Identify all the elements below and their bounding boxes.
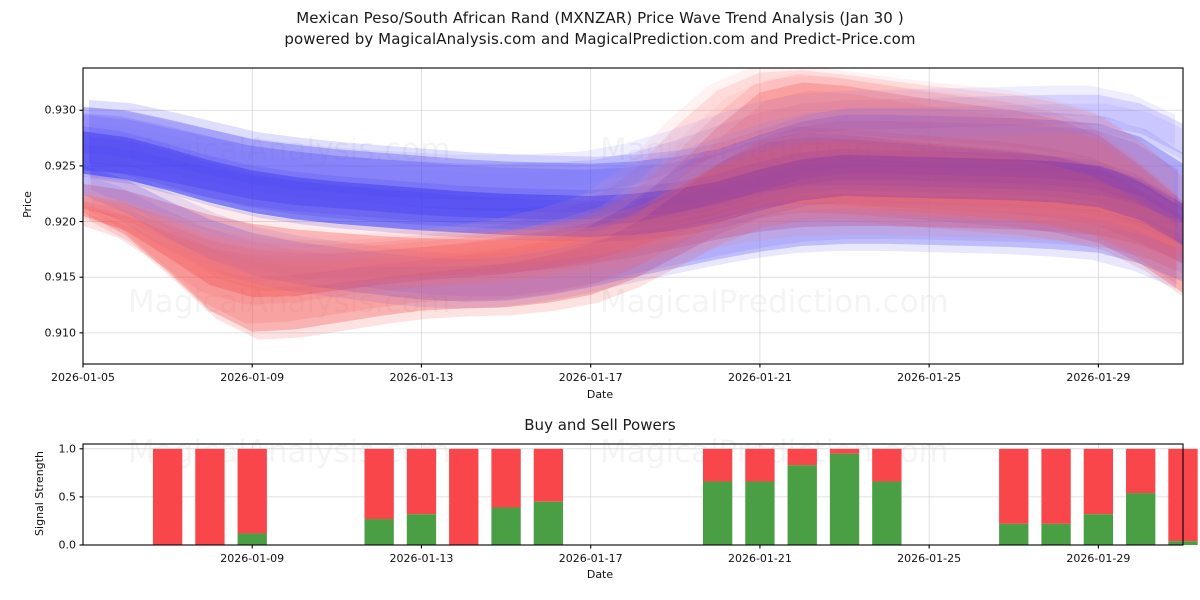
bar-buy-power[interactable] [1083,514,1114,545]
bar-sell-power[interactable] [787,448,817,466]
bar-buy-power[interactable] [999,523,1029,545]
bar-sell-power[interactable] [1126,448,1156,494]
main-x-tick-label: 2026-01-29 [1066,371,1131,384]
bar-buy-power[interactable] [406,514,437,545]
wave-band-offset [89,99,1183,213]
page-subtitle: powered by MagicalAnalysis.com and Magic… [284,30,916,48]
bar-sell-power[interactable] [999,448,1029,524]
bar-plot-frame [82,443,1184,546]
bar-sell-power[interactable] [829,448,860,454]
wave-band-offset [83,193,1178,286]
bar-x-tick-label: 2026-01-25 [897,552,962,565]
wave-band-offset [83,68,1174,277]
bar-x-tick-label: 2026-01-21 [727,552,792,565]
main-y-tick-label: 0.925 [44,159,77,173]
bar-sell-power[interactable] [491,448,521,508]
bar-buy-power[interactable] [745,481,775,545]
bar-sell-power[interactable] [195,448,225,545]
bar-buy-power[interactable] [829,453,860,545]
bar-sell-power[interactable] [1041,448,1071,524]
main-y-tick-label: 0.910 [44,326,77,340]
bar-y-tick-label: 1.0 [58,442,77,456]
main-x-tick-label: 2026-01-25 [897,371,962,384]
bar-buy-power[interactable] [533,501,564,545]
wave-band [83,183,1183,277]
main-x-tick-label: 2026-01-21 [727,371,792,384]
bar-sell-power[interactable] [364,448,394,520]
main-y-tick-label: 0.915 [44,270,77,284]
bar-x-tick-label: 2026-01-29 [1066,552,1131,565]
wave-band-offset [83,175,1176,309]
bar-chart-title-block: Buy and Sell Powers [0,415,1200,434]
wave-band-offset [83,85,1175,191]
bar-buy-power[interactable] [237,533,267,545]
main-x-tick-label: 2026-01-17 [558,371,623,384]
main-x-tick-label: 2026-01-09 [220,371,285,384]
bar-x-tick-label: 2026-01-17 [558,552,623,565]
main-x-tick-label: 2026-01-05 [51,371,115,384]
bar-buy-power[interactable] [702,481,733,545]
wave-band-offset [91,160,1183,297]
bar-sell-power[interactable] [745,448,775,482]
main-chart-x-axis-label: Date [586,388,614,401]
watermark-text: MagicalAnalysis.com [128,284,450,320]
bar-buy-power[interactable] [491,507,521,545]
bar-sell-power[interactable] [449,448,479,545]
bar-sell-power[interactable] [406,448,437,515]
price-wave-plot [79,67,1184,368]
bar-sell-power[interactable] [872,448,902,482]
wave-band-layers [83,68,1183,340]
wave-band-offset [83,139,1175,305]
wave-band-offset [89,90,1183,340]
wave-band [83,131,1183,245]
bar-sell-power[interactable] [237,448,267,534]
chart-title-block: Mexican Peso/South African Rand (MXNZAR)… [0,8,1200,50]
bar-sell-power[interactable] [533,448,564,502]
main-x-tick-label: 2026-01-13 [389,371,454,384]
wave-band-offset [83,126,1177,239]
wave-band-offset [93,76,1183,288]
main-y-tick-label: 0.920 [44,215,77,229]
wave-band [83,70,1183,282]
bar-y-tick-label: 0.0 [58,538,77,552]
watermark-layer: MagicalAnalysis.com MagicalPrediction.com… [128,132,949,470]
wave-band-offset [83,113,1178,228]
bar-chart-title: Buy and Sell Powers [524,416,676,434]
bar-sell-power[interactable] [1083,448,1114,515]
main-plot-frame [82,67,1184,365]
wave-band-offset [83,74,1177,324]
wave-band-offset [91,103,1183,209]
wave-band [83,94,1183,200]
bar-buy-power[interactable] [787,465,817,545]
wave-band-offset [88,174,1183,268]
bar-x-tick-label: 2026-01-13 [389,552,454,565]
bar-chart-x-axis-label: Date [586,568,614,581]
bar-buy-power[interactable] [364,519,394,545]
wave-band-offset [90,136,1183,246]
bar-y-tick-label: 0.5 [58,490,77,504]
bar-buy-power[interactable] [1126,493,1156,545]
buy-sell-powers-plot [79,443,1198,549]
bar-x-tick-label: 2026-01-09 [220,552,285,565]
bar-sell-power[interactable] [702,448,733,482]
page-title: Mexican Peso/South African Rand (MXNZAR)… [296,9,904,27]
bar-sell-power[interactable] [152,448,183,545]
wave-band-offset [92,126,1183,292]
bar-buy-power[interactable] [1041,523,1071,545]
watermark-text: MagicalPrediction.com [600,284,949,320]
bar-buy-power[interactable] [872,481,902,545]
main-y-tick-label: 0.930 [44,103,77,117]
